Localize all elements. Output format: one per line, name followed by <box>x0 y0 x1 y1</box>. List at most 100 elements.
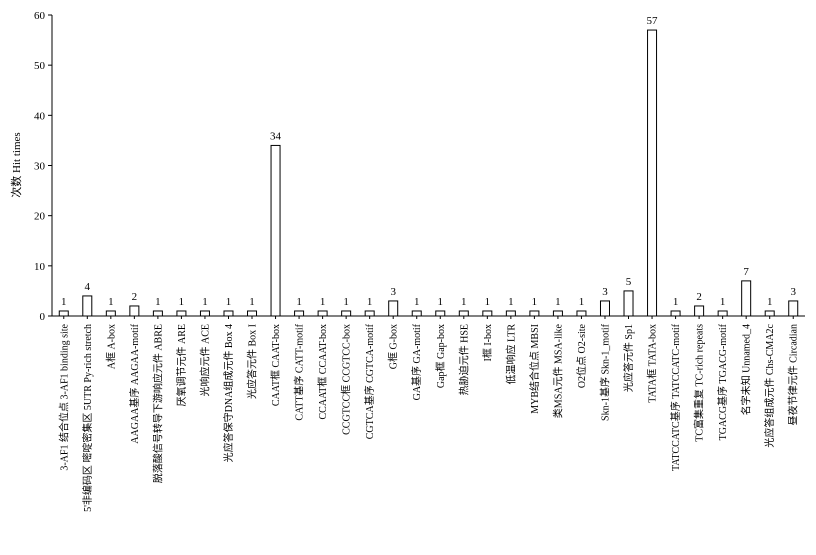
bar <box>411 310 422 317</box>
category-label: 光响应元件 ACE <box>198 324 211 397</box>
category-label: AAGAA基序 AAGAA-motif <box>128 323 141 443</box>
category-label: O2位点 O2-site <box>575 323 588 388</box>
category-label: I框 I-box <box>481 324 494 362</box>
category-label: G框 G-box <box>387 324 400 369</box>
bar-value-label: 1 <box>438 296 444 308</box>
category-label: 低温响应 LTR <box>504 324 517 385</box>
category-label: TGACG基序 TGACG-motif <box>716 323 729 440</box>
category-label: 厌氧调节元件 ARE <box>175 324 188 407</box>
category-label: CCAAT框 CCAAT-box <box>316 324 329 419</box>
bar <box>694 305 705 317</box>
category-label: CAAT框 CAAT-box <box>269 324 282 406</box>
bar <box>388 300 399 317</box>
category-label: GA基序 GA-motif <box>410 323 423 400</box>
bar <box>764 310 775 317</box>
category-label: MYB结合位点 MBSI <box>528 324 541 414</box>
bar <box>623 290 634 317</box>
bar-value-label: 3 <box>790 286 796 298</box>
bar-value-label: 1 <box>532 296 538 308</box>
bar-value-label: 1 <box>155 296 161 308</box>
bar-value-label: 2 <box>696 291 702 303</box>
y-tick-label: 60 <box>34 10 46 22</box>
bar <box>741 280 752 317</box>
category-label: 脱落酸信号转导下游响应元件 ABRE <box>151 324 164 483</box>
category-label: 名字未知 Unnamed_4 <box>740 324 753 415</box>
y-tick-label: 20 <box>34 211 46 223</box>
y-tick-label: 10 <box>34 261 46 273</box>
bar-value-label: 1 <box>720 296 726 308</box>
bar <box>647 29 658 317</box>
bar-value-label: 2 <box>132 291 138 303</box>
bar <box>576 310 587 317</box>
category-label: 光应答元件 Box I <box>246 324 259 399</box>
category-label: CATT基序 CATT-motif <box>293 323 306 420</box>
category-label: TATA框 TATA-box <box>646 324 659 403</box>
bar <box>458 310 469 317</box>
bar-value-label: 34 <box>270 130 282 142</box>
bar <box>82 295 93 317</box>
bar <box>223 310 234 317</box>
bar-value-label: 5 <box>626 276 632 288</box>
bar <box>341 310 352 317</box>
bar <box>152 310 163 317</box>
bar-value-label: 1 <box>226 296 232 308</box>
category-label: CCGTCC框 CCGTCC-box <box>340 324 353 435</box>
bar <box>58 310 69 317</box>
bars <box>58 29 799 319</box>
bar <box>199 310 210 317</box>
bar <box>317 310 328 317</box>
bar-value-label: 1 <box>414 296 420 308</box>
category-label: A框 A-box <box>104 324 117 369</box>
bar <box>105 310 116 317</box>
bar-value-label: 1 <box>179 296 185 308</box>
category-label: TATCCATC基序 TATCCATC-motif <box>669 323 682 471</box>
category-label: 类MSA元件 MSA-like <box>551 323 564 418</box>
bar-value-label: 1 <box>767 296 773 308</box>
bar-value-label: 1 <box>367 296 373 308</box>
bar-value-label: 1 <box>320 296 326 308</box>
category-label: 光应答组成元件 Chs-CMA2c <box>763 323 776 447</box>
category-label: 5'非编码区 嘧啶密集区 5UTR Py-rich stretch <box>81 324 94 512</box>
y-axis-ticks: 0 10 20 30 40 50 60 <box>34 10 52 323</box>
bar-value-label: 1 <box>249 296 255 308</box>
category-labels: 3-AF1 结合位点 3-AF1 binding site 5'非编码区 嘧啶密集… <box>57 323 799 512</box>
bar <box>129 305 140 317</box>
bar <box>364 310 375 317</box>
bar-value-label: 7 <box>743 266 749 278</box>
y-tick-label: 0 <box>40 311 46 323</box>
y-tick-label: 50 <box>34 60 46 72</box>
bar <box>670 310 681 317</box>
bar <box>294 310 305 317</box>
bar-value-label: 1 <box>508 296 514 308</box>
bar <box>247 310 258 317</box>
category-label: 热胁迫元件 HSE <box>457 324 470 395</box>
category-label: 光应答元件 Sp1 <box>622 324 635 392</box>
y-tick-label: 30 <box>34 161 46 173</box>
category-label: Skn-1基序 Skn-1_motif <box>598 323 611 421</box>
bar-value-label: 1 <box>61 296 67 308</box>
category-label: 昼夜节律元件 Circadian <box>787 324 800 425</box>
bar <box>176 310 187 317</box>
bar-value-label: 1 <box>673 296 679 308</box>
bar <box>599 300 610 317</box>
bar-value-label: 1 <box>579 296 585 308</box>
bar <box>435 310 446 317</box>
bar <box>552 310 563 317</box>
category-label: CGTCA基序 CGTCA-motif <box>363 323 376 439</box>
category-label: 3-AF1 结合位点 3-AF1 binding site <box>57 323 70 470</box>
bar-value-label: 1 <box>296 296 302 308</box>
y-axis-label: 次数 Hit times <box>9 132 23 197</box>
bar <box>505 310 516 317</box>
bar <box>529 310 540 317</box>
category-label: Gap框 Gap-box <box>434 324 447 388</box>
bar-value-label: 3 <box>390 286 396 298</box>
bar-value-label: 1 <box>485 296 491 308</box>
bar-value-label: 3 <box>602 286 608 298</box>
category-label: TC富集重复 TC-rich repeats <box>693 324 706 442</box>
bar-value-label: 1 <box>555 296 561 308</box>
bar-value-label: 57 <box>647 15 659 27</box>
bar-value-label: 1 <box>343 296 349 308</box>
bar <box>717 310 728 317</box>
bar <box>788 300 799 317</box>
